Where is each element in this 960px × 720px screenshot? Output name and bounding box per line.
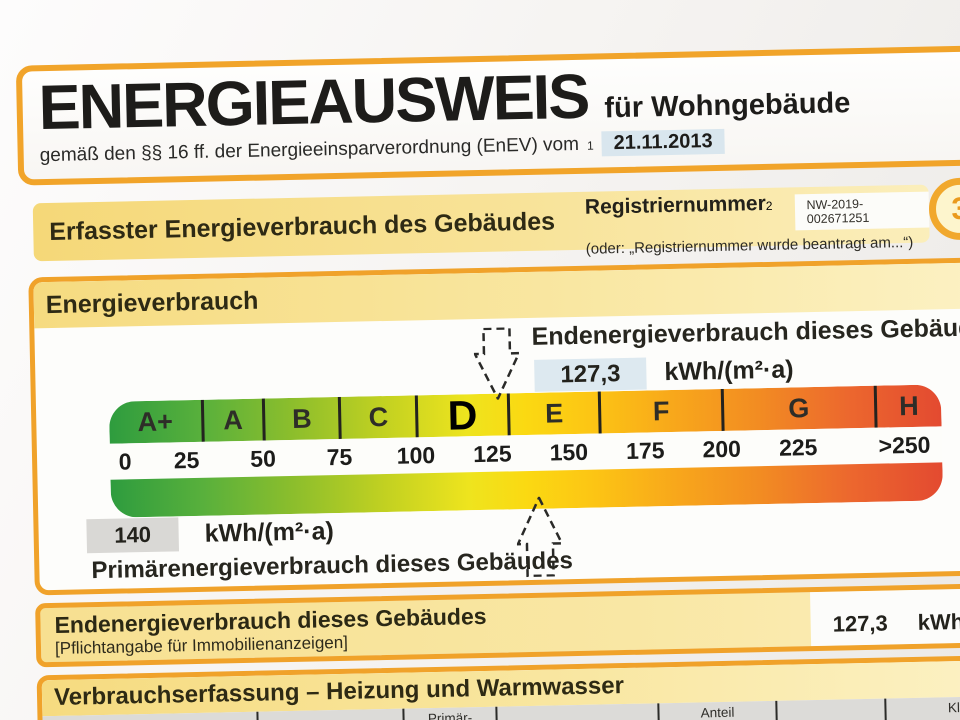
- primary-energy-unit: kWh/(m²·a): [204, 516, 335, 548]
- scale-tick-0: 0: [118, 448, 132, 475]
- final-energy-label: Endenergieverbrauch dieses Gebäudes: [531, 313, 960, 351]
- final-energy-marker-arrow: [473, 327, 522, 401]
- registration-block: Registriernummer 2 NW-2019-002671251 (od…: [585, 189, 930, 258]
- scale-tick-50: 50: [249, 445, 277, 472]
- endenergie-unit: kWh/(m²·a): [917, 607, 960, 635]
- registration-label: Registriernummer: [584, 191, 767, 219]
- table-col-6: [775, 698, 886, 720]
- table-col-3: Primär-: [402, 706, 498, 720]
- page-number: 3: [951, 190, 960, 227]
- scale-tick-125: 125: [472, 440, 512, 468]
- scale-tick-gt250: >250: [878, 431, 931, 459]
- endenergie-value-panel: 127,3 kWh/(m²·a): [810, 587, 960, 647]
- scale-tick-75: 75: [326, 443, 353, 471]
- energy-scale: A+ A B C D E F G H 0 25 50 75 100 125 150 175 200 225 >250: [108, 327, 944, 578]
- table-col-4: [495, 703, 659, 720]
- primary-energy-marker-arrow: [516, 496, 564, 578]
- scale-tick-100: 100: [396, 441, 436, 469]
- footnote-ref-1: 1: [586, 138, 594, 153]
- endenergie-value: 127,3: [832, 610, 889, 637]
- regulation-date: 21.11.2013: [601, 128, 725, 157]
- final-energy-value: 127,3: [534, 357, 647, 392]
- registration-number: NW-2019-002671251: [794, 191, 930, 231]
- section-band-erfasster: Erfasster Energieverbrauch des Gebäudes …: [32, 184, 930, 262]
- energy-class-G: G: [720, 385, 875, 431]
- page-title-suffix: für Wohngebäude: [604, 87, 851, 125]
- certificate-header: ENERGIEAUSWEIS für Wohngebäude gemäß den…: [15, 44, 960, 186]
- section-energieverbrauch: Energieverbrauch Endenergieverbrauch die…: [28, 256, 960, 596]
- energy-class-B: B: [261, 396, 340, 441]
- table-col-7: Kli: [884, 695, 960, 720]
- energy-class-A: A: [200, 398, 263, 442]
- table-col-5: Anteil: [657, 700, 777, 720]
- footnote-ref-2: 2: [765, 198, 773, 213]
- scale-tick-200: 200: [702, 435, 742, 463]
- scale-tick-175: 175: [625, 437, 665, 464]
- primary-energy-value-row: 140 kWh/(m²·a): [86, 514, 335, 554]
- scale-tick-225: 225: [778, 433, 818, 461]
- page-title: ENERGIEAUSWEIS: [37, 61, 589, 144]
- section-endenergie: Endenergieverbrauch dieses Gebäudes [Pfl…: [35, 582, 960, 668]
- section-title-erfasster: Erfasster Energieverbrauch des Gebäudes: [49, 207, 556, 246]
- energy-class-C: C: [338, 395, 416, 439]
- page-number-badge: 3: [928, 177, 960, 241]
- energy-class-A+: A+: [137, 405, 174, 437]
- final-energy-unit: kWh/(m²·a): [664, 355, 794, 387]
- energy-class-F: F: [598, 388, 722, 434]
- registration-alternative-text: (oder: „Registriernummer wurde beantragt…: [585, 233, 914, 258]
- primary-energy-value: 140: [86, 517, 180, 554]
- final-energy-value-row: 127,3 kWh/(m²·a): [534, 354, 794, 392]
- scale-tick-150: 150: [549, 438, 589, 466]
- scale-tick-25: 25: [173, 446, 200, 474]
- primary-energy-label: Primärenergieverbrauch dieses Gebäudes: [91, 547, 574, 585]
- energy-class-H: H: [873, 384, 942, 428]
- table-col-2: [256, 708, 405, 720]
- energieverbrauch-title: Energieverbrauch: [45, 286, 259, 319]
- energy-class-D: D: [414, 392, 508, 438]
